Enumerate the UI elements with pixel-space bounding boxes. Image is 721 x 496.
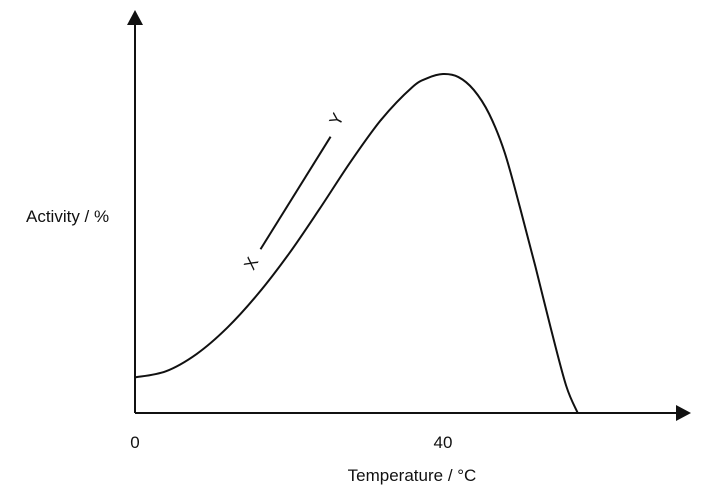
x-axis-arrowhead [676, 405, 691, 421]
annotation-label-y: Y [326, 110, 348, 129]
annotation-label-x: X [240, 254, 262, 273]
x-tick-label-0: 0 [130, 433, 139, 452]
activity-curve [134, 72, 579, 414]
y-axis-arrowhead [127, 10, 143, 25]
x-axis-label: Temperature / °C [348, 466, 477, 485]
y-axis-label: Activity / % [26, 207, 109, 226]
annotation-line-x-y [259, 136, 332, 250]
x-tick-label-40: 40 [434, 433, 453, 452]
